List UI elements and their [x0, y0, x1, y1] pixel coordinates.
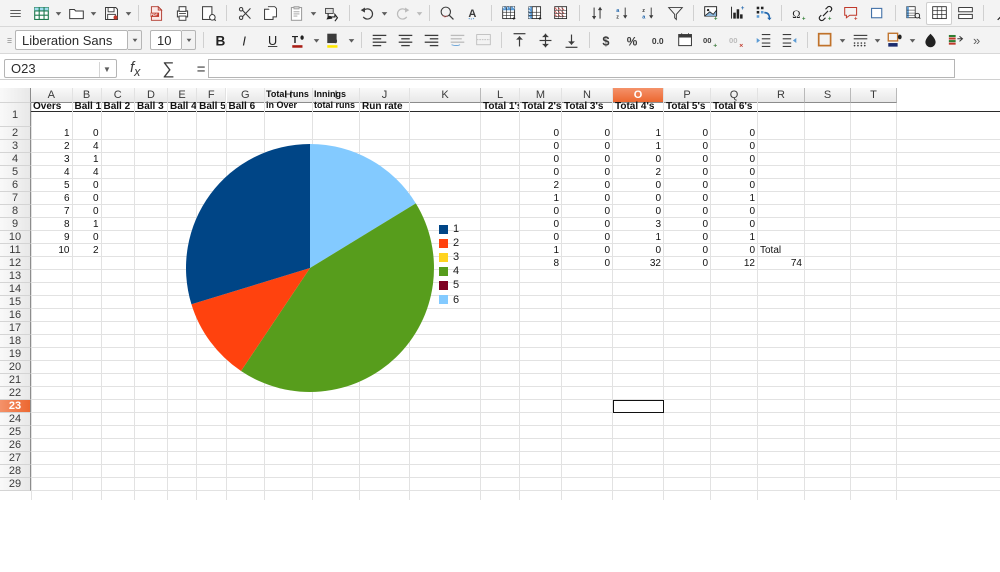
svg-text:+: +	[538, 15, 542, 21]
svg-text:00: 00	[703, 36, 712, 45]
svg-text:a: a	[616, 7, 620, 13]
svg-text:%: %	[626, 34, 637, 48]
svg-text:Ω: Ω	[792, 8, 800, 20]
svg-text:+: +	[740, 6, 744, 12]
svg-text:+: +	[714, 16, 718, 22]
svg-text:B: B	[215, 33, 225, 48]
svg-text:$: $	[602, 33, 609, 48]
svg-text:A: A	[468, 7, 476, 19]
svg-text:PDF: PDF	[150, 13, 157, 17]
svg-text:I: I	[242, 33, 246, 48]
svg-text:T: T	[291, 35, 298, 46]
svg-text:+: +	[512, 15, 516, 21]
svg-text:+: +	[802, 16, 806, 22]
svg-text:0.0: 0.0	[651, 35, 663, 45]
svg-text:+: +	[854, 16, 858, 22]
svg-text:+: +	[828, 16, 832, 22]
svg-text:a: a	[642, 14, 646, 20]
svg-text:z: z	[616, 14, 619, 20]
svg-text:U: U	[267, 32, 276, 47]
svg-text:+: +	[713, 42, 717, 49]
svg-text:×: ×	[739, 42, 743, 49]
svg-text:00: 00	[729, 36, 738, 45]
svg-text:z: z	[642, 7, 645, 13]
